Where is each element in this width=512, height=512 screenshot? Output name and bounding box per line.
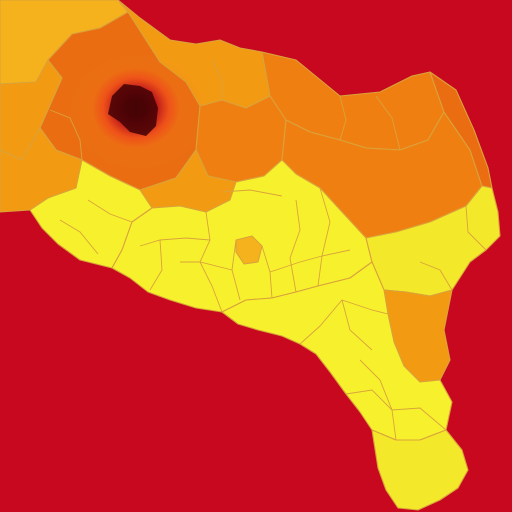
hotspot-core — [108, 84, 158, 136]
region-borders — [49, 59, 487, 441]
region-south-orange-pocket — [235, 235, 263, 265]
region-yellow-south — [221, 261, 453, 441]
region-yellow-tail — [371, 429, 469, 511]
